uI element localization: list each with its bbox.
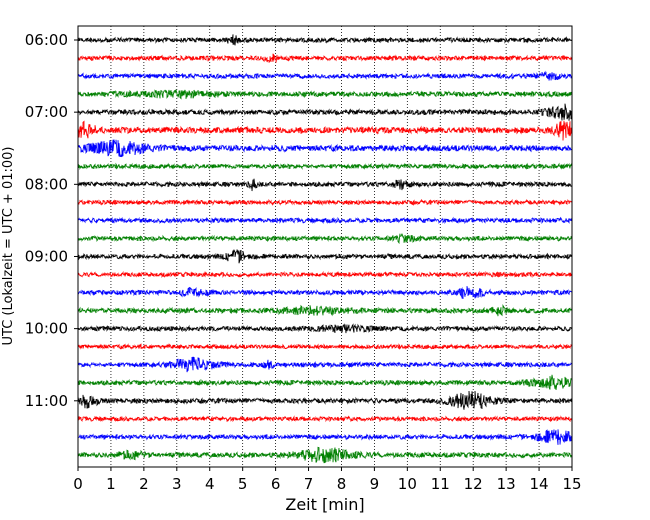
trace-line [77, 34, 573, 46]
y-tick-label: 09:00 [25, 247, 68, 265]
trace-line [77, 249, 573, 264]
x-tick-label: 0 [73, 475, 83, 493]
x-tick-label: 4 [205, 475, 215, 493]
y-tick-label: 07:00 [25, 103, 68, 121]
x-tick-label: 12 [464, 475, 483, 493]
trace-line [77, 103, 573, 121]
x-tick-label: 3 [172, 475, 182, 493]
x-tick-label: 15 [562, 475, 581, 493]
x-tick-label: 10 [398, 475, 417, 493]
trace-line [77, 233, 573, 245]
trace-line [77, 286, 573, 300]
plot-frame [77, 25, 573, 468]
trace-line [77, 356, 573, 373]
trace-line [77, 323, 573, 334]
trace-line [77, 89, 573, 100]
x-tick-label: 1 [106, 475, 116, 493]
x-tick-label: 11 [431, 475, 450, 493]
x-axis-ticks: 0 1 2 3 4 5 6 7 8 9 10 11 12 13 14 15 [73, 467, 582, 493]
x-axis-label: Zeit [min] [285, 495, 364, 514]
y-tick-label: 10:00 [25, 320, 68, 338]
y-tick-label: 06:00 [25, 31, 68, 49]
trace-line [77, 374, 573, 391]
x-tick-label: 13 [497, 475, 516, 493]
trace-line [77, 198, 573, 207]
trace-line [77, 343, 573, 351]
trace-line [77, 162, 573, 171]
seismic-traces [77, 34, 573, 464]
trace-line [77, 178, 573, 192]
trace-line [77, 139, 573, 158]
x-tick-label: 6 [271, 475, 281, 493]
y-tick-label: 08:00 [25, 175, 68, 193]
trace-line [77, 303, 573, 317]
trace-line [77, 216, 573, 225]
trace-line [77, 415, 573, 423]
y-axis-ticks: 06:00 07:00 08:00 09:00 10:00 11:00 [25, 31, 78, 410]
x-tick-label: 5 [238, 475, 248, 493]
y-tick-label: 11:00 [25, 392, 68, 410]
x-tick-label: 2 [139, 475, 149, 493]
trace-line [77, 70, 573, 81]
trace-line [77, 429, 573, 445]
x-tick-label: 8 [337, 475, 347, 493]
trace-line [77, 120, 573, 141]
x-tick-label: 7 [304, 475, 314, 493]
y-axis-label: UTC (Lokalzeit = UTC + 01:00) [1, 147, 16, 346]
trace-line [77, 53, 573, 63]
x-tick-label: 14 [530, 475, 549, 493]
trace-line [77, 270, 573, 279]
x-tick-label: 9 [370, 475, 380, 493]
trace-line [77, 446, 573, 464]
trace-line [77, 390, 573, 410]
plot-area [78, 26, 572, 467]
